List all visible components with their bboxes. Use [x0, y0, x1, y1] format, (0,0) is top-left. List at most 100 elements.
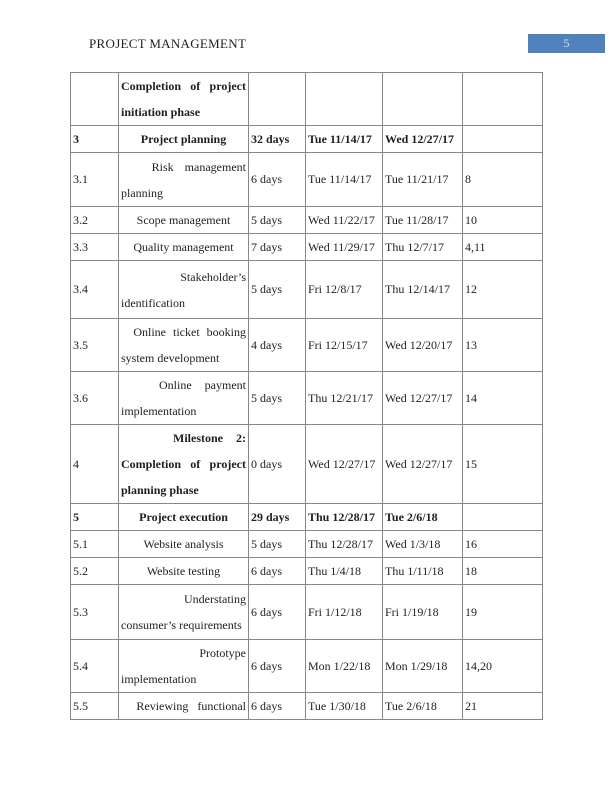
task-id-cell: 3.6: [70, 371, 119, 425]
task-name-cell: Scope management: [118, 206, 249, 234]
task-name-line: Online payment: [159, 378, 246, 392]
finish-date-cell: Wed 12/27/17: [382, 371, 463, 425]
duration-cell: 6 days: [248, 639, 306, 693]
finish-date-cell: Thu 12/14/17: [382, 260, 463, 319]
start-date-cell: Tue 11/14/17: [305, 152, 383, 207]
task-id-cell: 3.1: [70, 152, 119, 207]
duration-cell: 4 days: [248, 318, 306, 372]
task-name-cell: Risk management planning: [118, 152, 249, 207]
task-name-cell: Project planning: [118, 125, 249, 153]
task-name-line: Scope management: [136, 213, 231, 227]
task-name-cell: Understating consumer’s requirements: [118, 584, 249, 640]
predecessors-cell: [462, 72, 543, 126]
table-row: 5 Project execution 29 days Thu 12/28/17…: [70, 503, 543, 531]
start-date-cell: Fri 12/8/17: [305, 260, 383, 319]
duration-cell: 32 days: [248, 125, 306, 153]
finish-date-cell: Wed 12/20/17: [382, 318, 463, 372]
task-id-cell: 3: [70, 125, 119, 153]
start-date-cell: Mon 1/22/18: [305, 639, 383, 693]
table-row: 3 Project planning 32 days Tue 11/14/17 …: [70, 125, 543, 153]
task-id-cell: 5.5: [70, 692, 119, 720]
table-row: Completion of project initiation phase: [70, 72, 543, 126]
duration-cell: 6 days: [248, 584, 306, 640]
task-id-cell: [70, 72, 119, 126]
task-name-line: Milestone 2:: [173, 431, 246, 445]
task-name-line: consumer’s requirements: [121, 618, 242, 632]
task-name-line: planning: [121, 185, 163, 200]
finish-date-cell: Mon 1/29/18: [382, 639, 463, 693]
page-number-badge: 5: [528, 34, 605, 53]
table-row: 5.5 Reviewing functional 6 days Tue 1/30…: [70, 692, 543, 720]
task-name-cell: Quality management: [118, 233, 249, 261]
task-id-cell: 5.4: [70, 639, 119, 693]
start-date-cell: Tue 11/14/17: [305, 125, 383, 153]
page-title: PROJECT MANAGEMENT: [89, 36, 247, 51]
finish-date-cell: Wed 12/27/17: [382, 125, 463, 153]
task-id-cell: 4: [70, 424, 119, 504]
task-id-cell: 3.3: [70, 233, 119, 261]
start-date-cell: Fri 1/12/18: [305, 584, 383, 640]
start-date-cell: [305, 72, 383, 126]
finish-date-cell: Tue 11/28/17: [382, 206, 463, 234]
duration-cell: 0 days: [248, 424, 306, 504]
task-name-line: Website testing: [146, 564, 221, 578]
duration-cell: [248, 72, 306, 126]
task-name-line: planning phase: [121, 483, 199, 497]
duration-cell: 7 days: [248, 233, 306, 261]
predecessors-cell: 19: [462, 584, 543, 640]
duration-cell: 5 days: [248, 371, 306, 425]
table-row: 3.3 Quality management 7 days Wed 11/29/…: [70, 233, 543, 261]
predecessors-cell: 14,20: [462, 639, 543, 693]
task-name-cell: Project execution: [118, 503, 249, 531]
table-row: 3.4 Stakeholder’s identification 5 days …: [70, 260, 543, 319]
start-date-cell: Thu 12/21/17: [305, 371, 383, 425]
finish-date-cell: Tue 2/6/18: [382, 503, 463, 531]
project-schedule-table: Completion of project initiation phase 3…: [70, 72, 543, 720]
task-name-cell: Completion of project initiation phase: [118, 72, 249, 126]
start-date-cell: Thu 12/28/17: [305, 530, 383, 558]
duration-cell: 6 days: [248, 557, 306, 585]
task-name-cell: Prototype implementation: [118, 639, 249, 693]
table-row: 3.1 Risk management planning 6 days Tue …: [70, 152, 543, 207]
finish-date-cell: Thu 12/7/17: [382, 233, 463, 261]
start-date-cell: Tue 1/30/18: [305, 692, 383, 720]
table-row: 5.4 Prototype implementation 6 days Mon …: [70, 639, 543, 693]
predecessors-cell: 8: [462, 152, 543, 207]
table-row: 4 Milestone 2: Completion of project pla…: [70, 424, 543, 504]
predecessors-cell: 4,11: [462, 233, 543, 261]
start-date-cell: Wed 11/29/17: [305, 233, 383, 261]
task-name-line: Completion of project: [121, 457, 246, 471]
table-row: 3.6 Online payment implementation 5 days…: [70, 371, 543, 425]
task-name-line: Website analysis: [143, 537, 224, 551]
task-id-cell: 5.1: [70, 530, 119, 558]
finish-date-cell: Wed 12/27/17: [382, 424, 463, 504]
task-id-cell: 3.4: [70, 260, 119, 319]
predecessors-cell: [462, 503, 543, 531]
duration-cell: 5 days: [248, 530, 306, 558]
task-name-cell: Online ticket booking system development: [118, 318, 249, 372]
predecessors-cell: 13: [462, 318, 543, 372]
task-name-line: system development: [121, 351, 220, 365]
predecessors-cell: 21: [462, 692, 543, 720]
duration-cell: 29 days: [248, 503, 306, 531]
task-name-line: implementation: [121, 672, 197, 686]
task-name-line: Understating: [184, 592, 246, 606]
task-name-cell: Milestone 2: Completion of project plann…: [118, 424, 249, 504]
finish-date-cell: [382, 72, 463, 126]
task-name-cell: Website analysis: [118, 530, 249, 558]
task-id-cell: 5.2: [70, 557, 119, 585]
task-name-line: Risk management: [151, 159, 246, 174]
task-name-line: identification: [121, 295, 185, 310]
predecessors-cell: 14: [462, 371, 543, 425]
task-id-cell: 5.3: [70, 584, 119, 640]
table-row: 5.3 Understating consumer’s requirements…: [70, 584, 543, 640]
task-id-cell: 3.2: [70, 206, 119, 234]
predecessors-cell: 18: [462, 557, 543, 585]
duration-cell: 5 days: [248, 206, 306, 234]
finish-date-cell: Thu 1/11/18: [382, 557, 463, 585]
task-name-line: implementation: [121, 404, 197, 418]
predecessors-cell: 15: [462, 424, 543, 504]
start-date-cell: Thu 1/4/18: [305, 557, 383, 585]
predecessors-cell: 16: [462, 530, 543, 558]
